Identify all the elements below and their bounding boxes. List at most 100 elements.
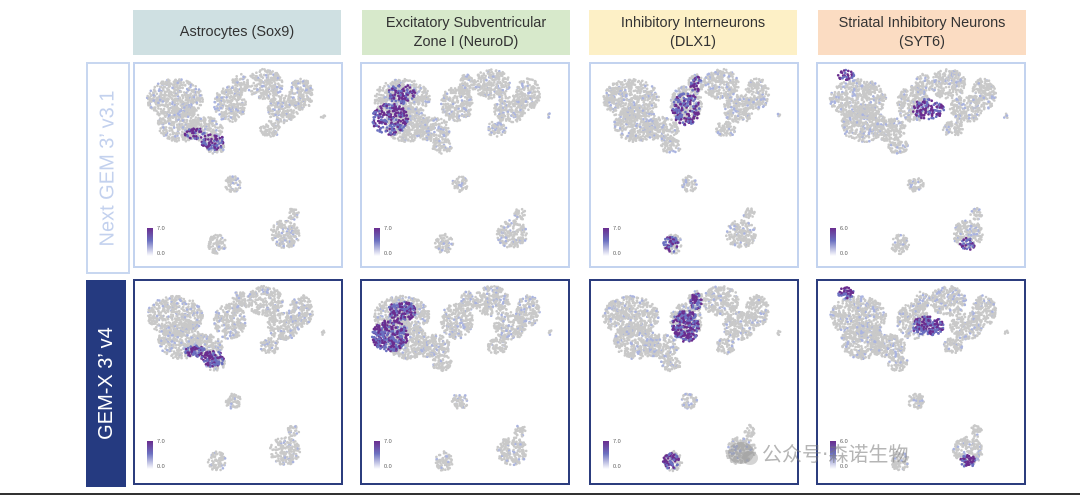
cell-point — [448, 99, 452, 102]
cell-point — [173, 98, 177, 102]
cell-point-expressed — [198, 130, 201, 133]
cell-point — [258, 126, 262, 130]
cell-point — [444, 249, 447, 252]
cell-point — [278, 78, 281, 81]
cell-point — [425, 127, 428, 131]
row-label-text: GEM-X 3’ v4 — [95, 327, 118, 440]
cell-point-expressed — [188, 136, 192, 140]
cell-point — [194, 85, 197, 88]
cell-point — [403, 133, 407, 136]
cell-point — [439, 131, 442, 135]
cell-point — [242, 75, 245, 79]
cell-point — [404, 79, 407, 83]
cell-point — [160, 122, 164, 125]
cell-point — [305, 94, 309, 97]
cell-point — [455, 177, 459, 181]
cell-point — [267, 107, 270, 111]
cell-point — [208, 118, 212, 121]
cell-point — [420, 125, 423, 128]
cell-point — [195, 109, 198, 112]
cell-point — [419, 99, 423, 102]
cell-point-expressed — [219, 146, 223, 149]
cell-point — [230, 86, 234, 89]
cell-point — [503, 92, 507, 96]
cell-point — [178, 116, 181, 119]
cell-point — [291, 231, 295, 234]
cell-point — [310, 91, 313, 94]
cell-point — [507, 116, 510, 119]
column-header-inhibitory: Inhibitory Interneurons (DLX1) — [589, 10, 797, 55]
cell-point — [508, 109, 512, 112]
cell-point — [238, 110, 241, 114]
cell-point — [442, 98, 445, 102]
cell-point — [533, 79, 537, 83]
cell-point — [463, 83, 467, 86]
cell-point — [220, 150, 223, 153]
cell-point — [292, 211, 295, 215]
cell-point — [185, 79, 188, 83]
column-header-striatal: Striatal Inhibitory Neurons (SYT6) — [818, 10, 1026, 55]
cell-point — [412, 109, 416, 113]
cell-point — [489, 91, 493, 94]
cell-point — [268, 112, 271, 115]
cell-point — [212, 251, 216, 254]
cell-point — [278, 234, 282, 237]
cell-point — [217, 103, 220, 106]
cell-point — [449, 86, 453, 90]
cell-point — [231, 79, 234, 82]
cell-point — [458, 190, 461, 193]
cell-point — [420, 128, 424, 131]
cell-point — [179, 81, 182, 84]
cell-point — [517, 86, 521, 89]
cell-point — [251, 72, 254, 76]
cell-point — [506, 112, 510, 116]
cell-point — [431, 127, 435, 131]
cell-point — [418, 120, 421, 123]
cell-point — [250, 93, 254, 96]
cell-point — [532, 103, 535, 106]
cell-point — [511, 109, 514, 112]
cell-point — [413, 138, 416, 142]
cell-point — [463, 81, 467, 84]
cell-point — [398, 131, 402, 135]
cell-point — [456, 116, 459, 120]
cell-point — [260, 75, 264, 78]
cell-point — [512, 245, 516, 249]
cell-point — [466, 102, 470, 106]
cell-point — [277, 222, 280, 226]
cell-point — [229, 177, 232, 180]
cell-point — [239, 95, 242, 98]
cell-point — [502, 111, 505, 115]
cell-point — [460, 114, 464, 117]
cell-point — [378, 99, 381, 103]
cell-point — [507, 82, 510, 85]
cell-point — [237, 94, 240, 98]
cell-point — [235, 75, 238, 78]
cell-point — [448, 116, 451, 120]
cell-point — [387, 85, 391, 88]
cell-point — [231, 175, 234, 178]
cell-point — [485, 92, 488, 95]
cell-point — [289, 217, 292, 220]
cell-point — [507, 102, 511, 105]
cell-point — [432, 125, 436, 128]
cell-point — [183, 112, 187, 116]
cell-point — [444, 103, 447, 107]
cell-point — [392, 119, 396, 122]
cell-point — [164, 131, 167, 134]
cell-point-expressed — [211, 141, 214, 145]
cell-point — [404, 105, 408, 109]
cell-point — [526, 84, 529, 88]
cell-point — [287, 106, 291, 109]
cell-point — [451, 116, 454, 120]
cell-point — [175, 131, 178, 135]
cell-point — [279, 95, 283, 99]
cell-point — [223, 238, 227, 242]
cell-point — [493, 81, 496, 84]
cell-point — [226, 90, 230, 93]
cell-point — [378, 85, 382, 89]
cell-point — [172, 126, 176, 129]
cell-point — [403, 127, 407, 131]
cell-point — [213, 105, 216, 109]
cell-point — [447, 141, 451, 144]
